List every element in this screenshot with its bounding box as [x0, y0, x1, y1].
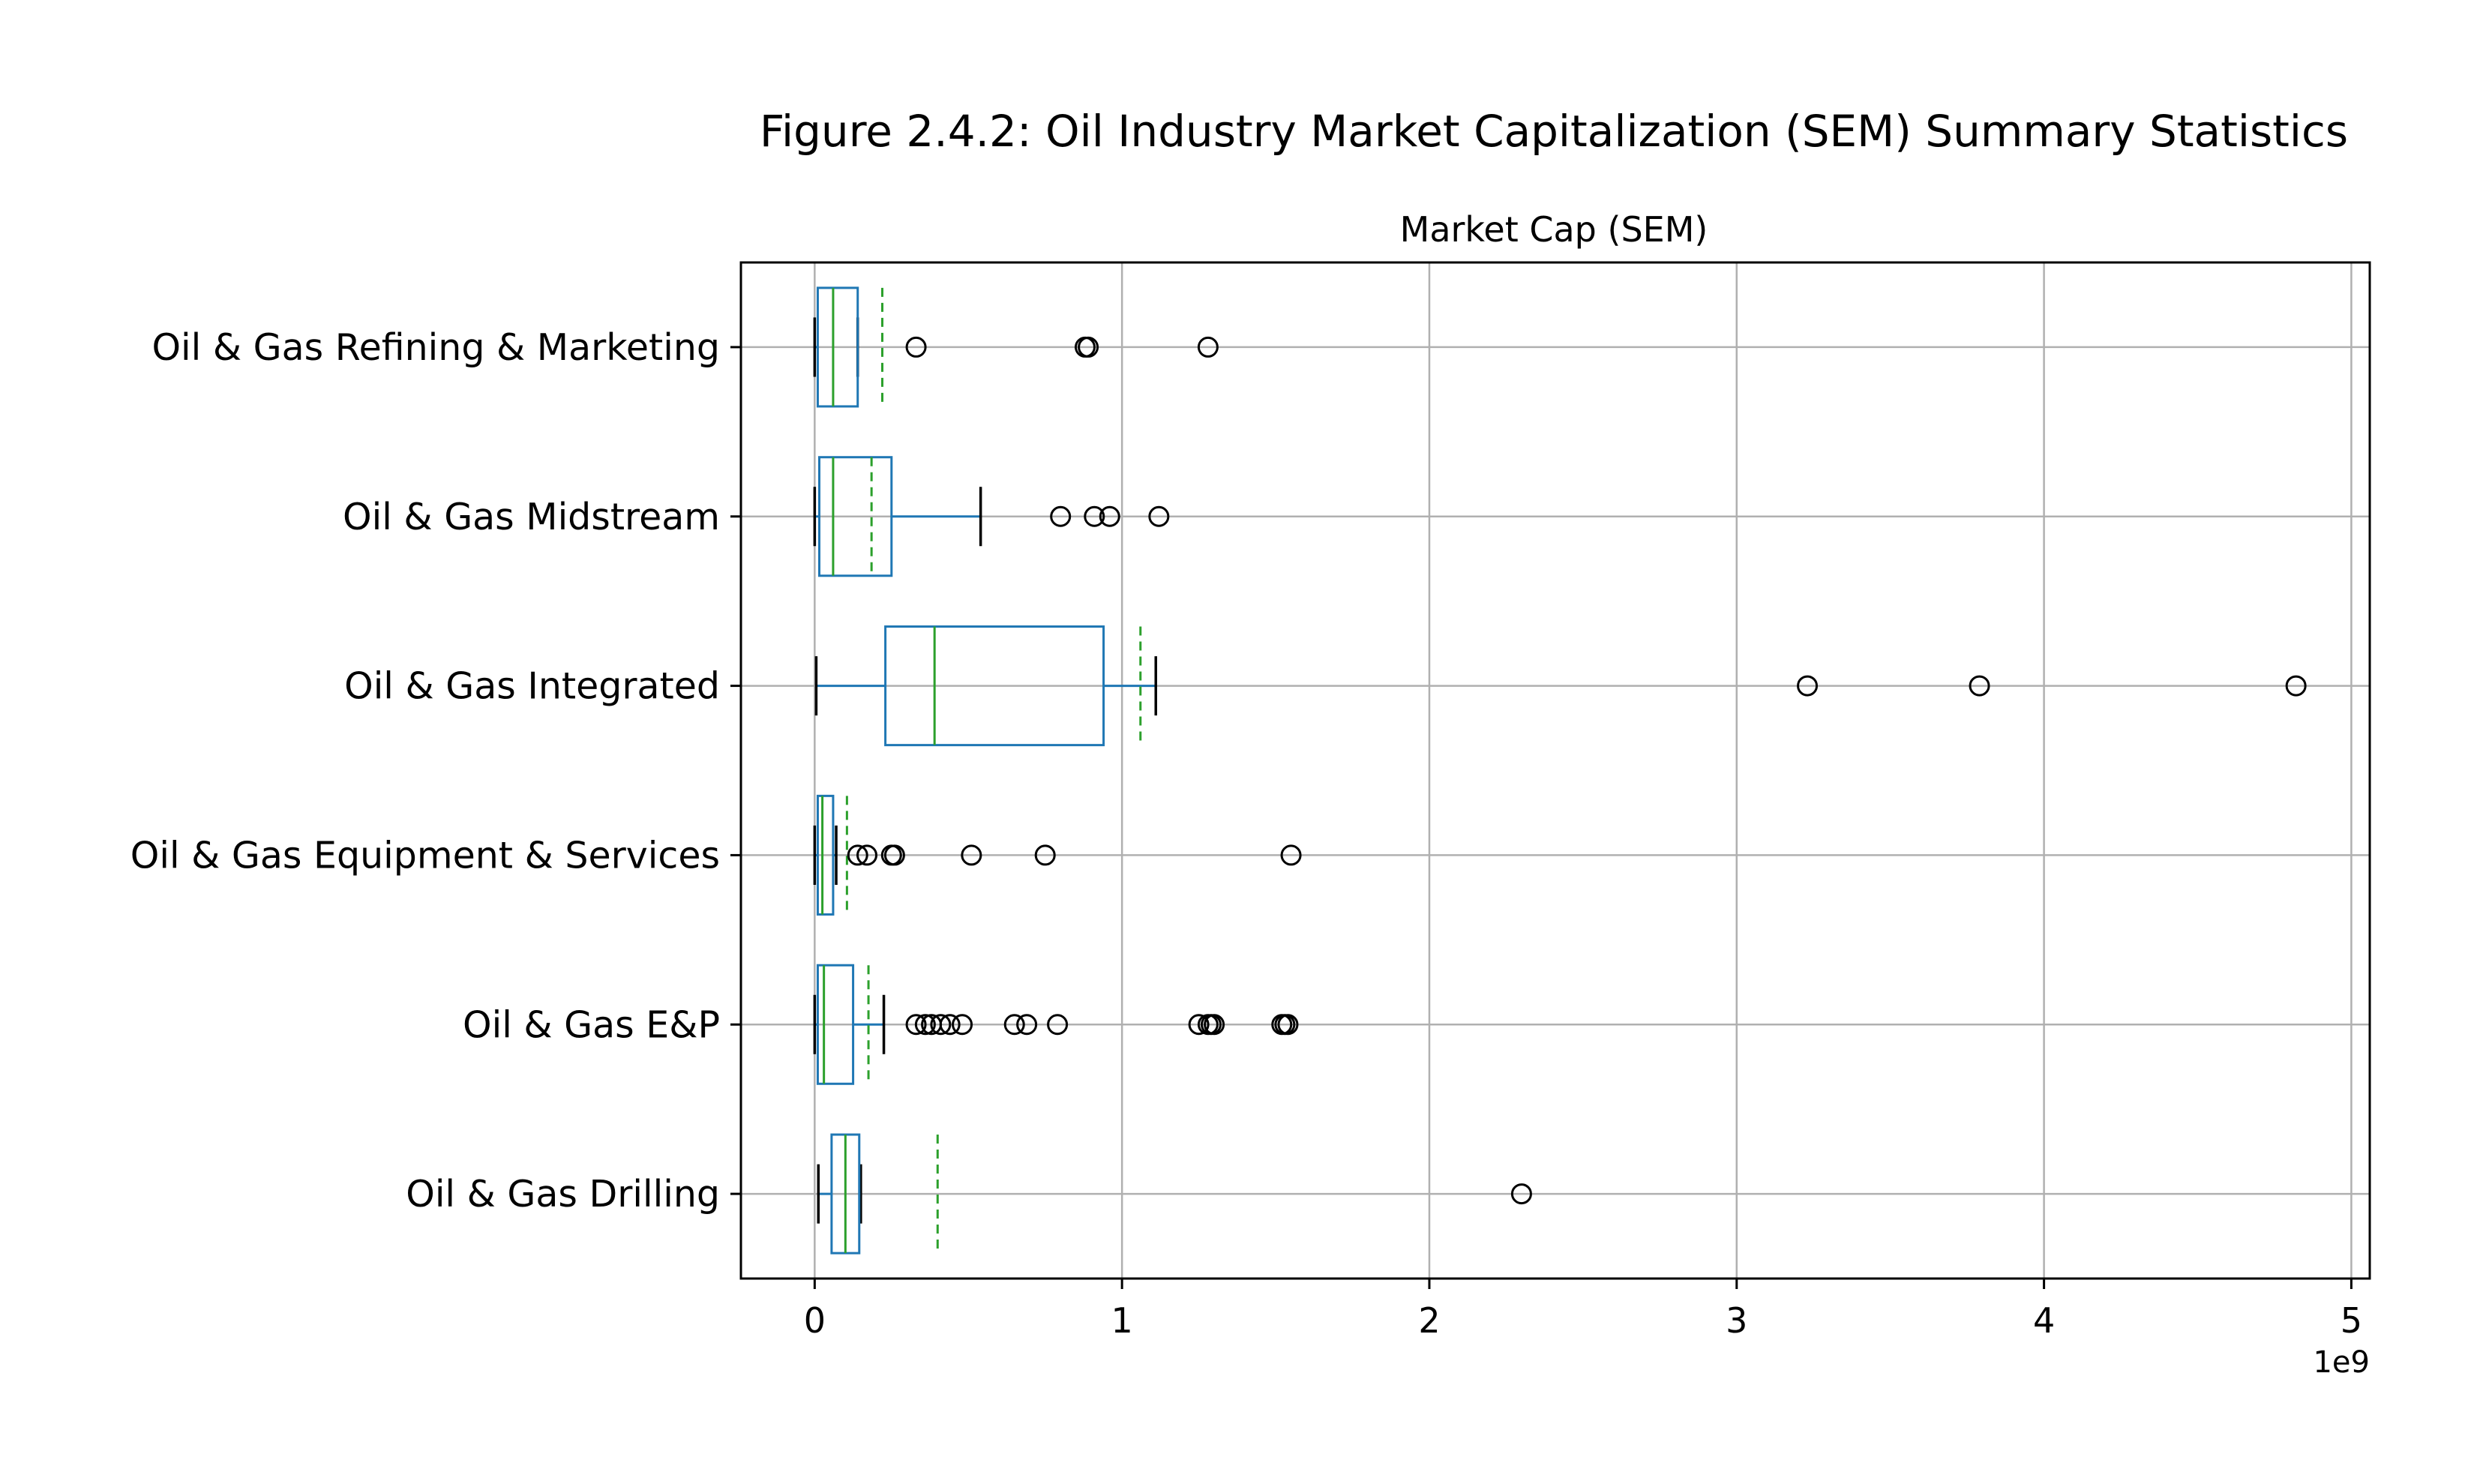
- outlier-point: [1204, 1014, 1225, 1036]
- outlier-point: [1277, 1014, 1299, 1036]
- outlier-point: [856, 844, 878, 866]
- x-tick-label: 2: [1418, 1300, 1440, 1341]
- outlier-point: [1188, 1014, 1210, 1036]
- y-tick-label: Oil & Gas Equipment & Services: [130, 834, 720, 877]
- outlier-point: [952, 1014, 973, 1036]
- y-tick-label: Oil & Gas Drilling: [406, 1173, 720, 1216]
- outlier-point: [1084, 505, 1105, 527]
- x-tick-label: 5: [2341, 1300, 2362, 1341]
- y-tick-label: Oil & Gas Integrated: [344, 665, 720, 708]
- box-iqr: [816, 794, 835, 916]
- outlier-point: [1078, 336, 1099, 358]
- box-group: [813, 456, 1170, 577]
- axis-ticks: 0 1 2 3 4 5 Oil & Gas Drilling Oil & Gas E&P Oil…: [130, 326, 2362, 1341]
- outlier-point: [2285, 675, 2307, 697]
- axes-title: Market Cap (SEM): [1400, 209, 1708, 250]
- box-iqr: [818, 456, 893, 577]
- outlier-point: [1047, 1014, 1069, 1036]
- outlier-point: [930, 1014, 952, 1036]
- x-offset-label: 1e9: [2313, 1345, 2370, 1380]
- outlier-point: [1016, 1014, 1038, 1036]
- outlier-point: [1003, 1014, 1025, 1036]
- box-group: [813, 964, 1299, 1085]
- x-tick-label: 3: [1726, 1300, 1747, 1341]
- box-group: [813, 794, 1302, 916]
- box-group: [813, 286, 1219, 408]
- outlier-point: [1510, 1183, 1532, 1205]
- y-tick-label: Oil & Gas E&P: [463, 1003, 720, 1046]
- outlier-point: [1969, 675, 1990, 697]
- axes-frame: [739, 261, 2371, 1280]
- box-iqr: [884, 625, 1105, 747]
- box-group: [814, 625, 2307, 747]
- box-iqr: [816, 286, 859, 408]
- outlier-point: [1797, 675, 1819, 697]
- x-tick-label: 1: [1111, 1300, 1133, 1341]
- box-iqr: [816, 964, 855, 1085]
- outlier-point: [914, 1014, 936, 1036]
- y-tick-label: Oil & Gas Refining & Marketing: [151, 326, 720, 369]
- outlier-point: [1197, 336, 1219, 358]
- outlier-point: [905, 1014, 927, 1036]
- x-tick-label: 4: [2033, 1300, 2055, 1341]
- outlier-point: [883, 844, 905, 866]
- grid-lines: [741, 262, 2370, 1279]
- outlier-point: [939, 1014, 961, 1036]
- x-tick-label: 0: [804, 1300, 826, 1341]
- outlier-point: [1280, 844, 1302, 866]
- outlier-point: [1034, 844, 1056, 866]
- outlier-point: [1099, 505, 1120, 527]
- figure-title: Figure 2.4.2: Oil Industry Market Capita…: [760, 106, 2348, 157]
- outlier-point: [961, 844, 982, 866]
- outlier-point: [905, 336, 927, 358]
- outlier-point: [847, 844, 868, 866]
- box-group: [817, 1133, 1532, 1255]
- box-series: [813, 286, 2307, 1255]
- y-tick-label: Oil & Gas Midstream: [343, 496, 720, 538]
- outlier-point: [1148, 505, 1170, 527]
- outlier-point: [1050, 505, 1072, 527]
